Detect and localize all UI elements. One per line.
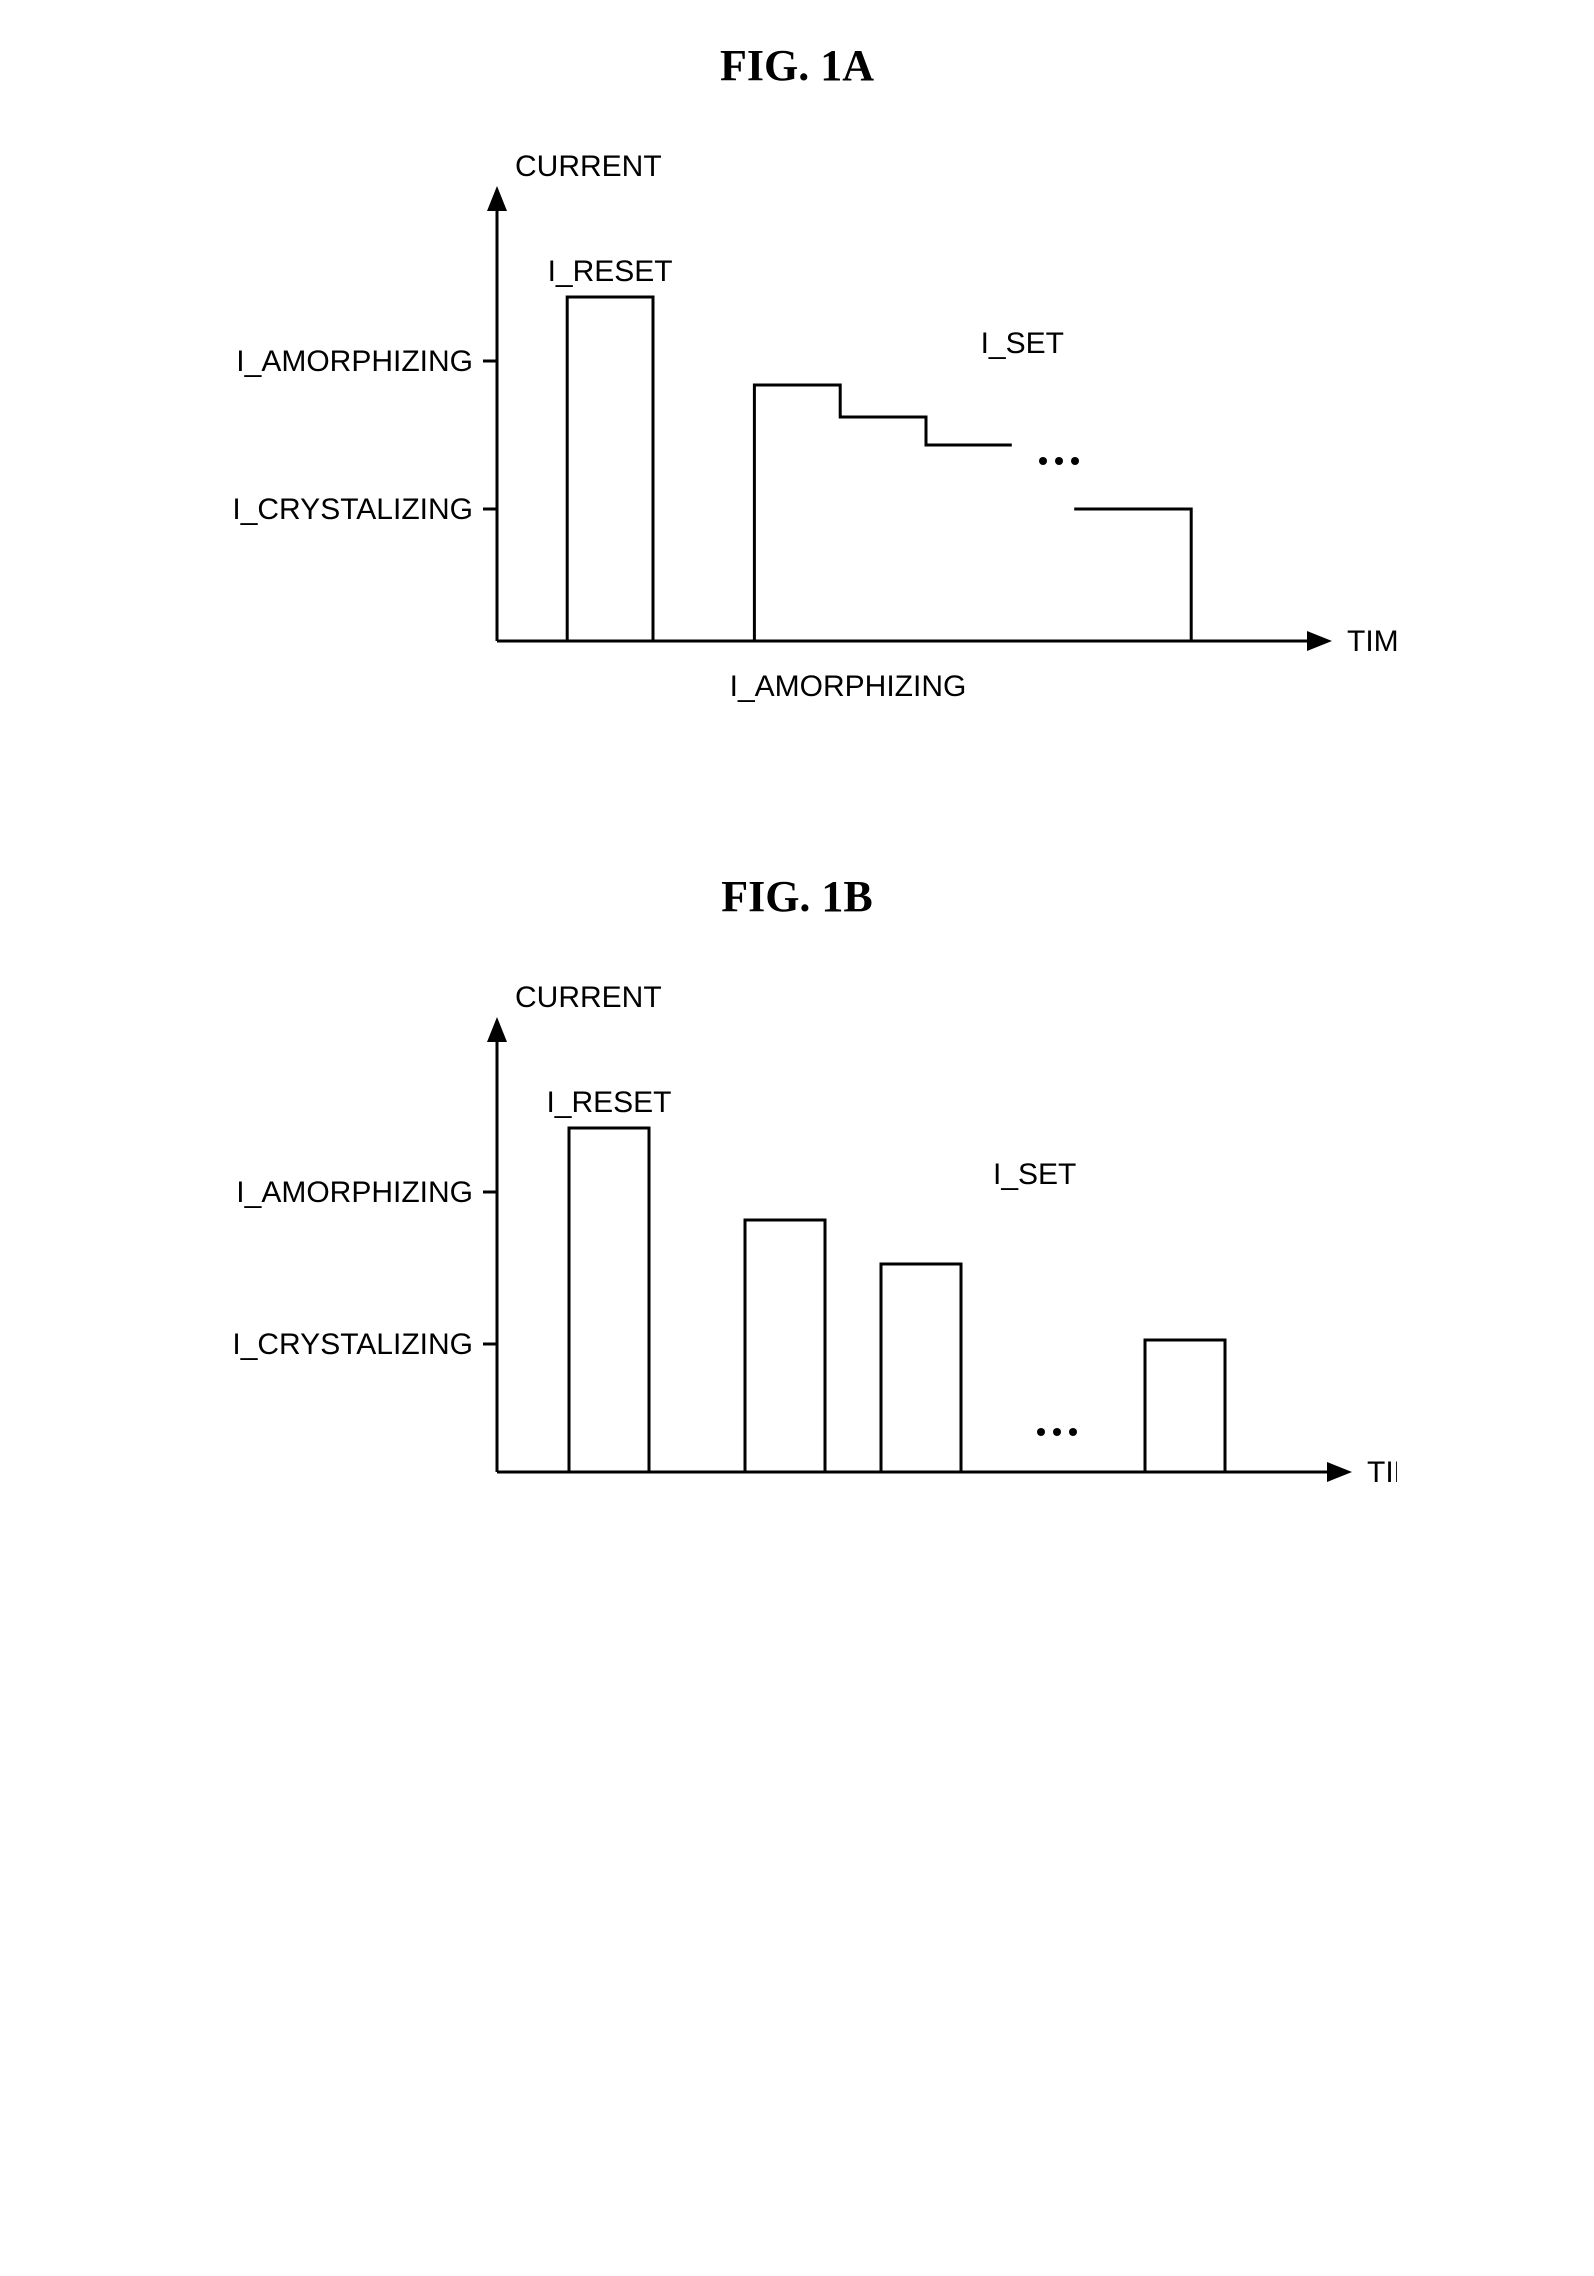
set-staircase-tail bbox=[1074, 509, 1191, 641]
set-pulse bbox=[881, 1264, 961, 1472]
y-tick-label: I_CRYSTALIZING bbox=[232, 1328, 473, 1361]
y-tick-label: I_AMORPHIZING bbox=[236, 1176, 473, 1209]
figure-1a-chart: CURRENT TIME I_AMORPHIZING I_CRYSTALIZING I_… bbox=[197, 151, 1397, 731]
ellipsis-dot bbox=[1039, 457, 1047, 465]
figure-1a-title: FIG. 1A bbox=[0, 40, 1594, 91]
x-axis-arrow bbox=[1327, 1462, 1352, 1482]
ellipsis-dot bbox=[1071, 457, 1079, 465]
y-tick-label: I_CRYSTALIZING bbox=[232, 493, 473, 526]
reset-label: I_RESET bbox=[546, 1086, 671, 1119]
set-pulse bbox=[1145, 1340, 1225, 1472]
y-axis-arrow bbox=[487, 1017, 507, 1042]
y-axis-arrow bbox=[487, 186, 507, 211]
set-pulse bbox=[745, 1220, 825, 1472]
set-label: I_SET bbox=[981, 327, 1064, 360]
x-axis-label: TIME bbox=[1347, 625, 1397, 658]
x-axis-arrow bbox=[1307, 631, 1332, 651]
set-label: I_SET bbox=[993, 1158, 1076, 1191]
x-axis-label: TIME bbox=[1367, 1456, 1397, 1489]
figure-1b-chart: CURRENT TIME I_AMORPHIZING I_CRYSTALIZING I_… bbox=[197, 982, 1397, 1562]
figure-1b-title: FIG. 1B bbox=[0, 871, 1594, 922]
fig1b-svg: CURRENT TIME I_AMORPHIZING I_CRYSTALIZING I_… bbox=[197, 982, 1397, 1542]
reset-pulse bbox=[569, 1128, 649, 1472]
reset-label: I_RESET bbox=[548, 255, 673, 288]
fig1a-svg: CURRENT TIME I_AMORPHIZING I_CRYSTALIZING I_… bbox=[197, 151, 1397, 771]
below-x-label: I_AMORPHIZING bbox=[730, 670, 967, 703]
ellipsis-dot bbox=[1069, 1428, 1077, 1436]
y-axis-label: CURRENT bbox=[515, 982, 662, 1014]
y-tick-label: I_AMORPHIZING bbox=[236, 345, 473, 378]
set-staircase bbox=[754, 385, 1011, 641]
ellipsis-dot bbox=[1055, 457, 1063, 465]
reset-pulse bbox=[567, 297, 653, 641]
y-axis-label: CURRENT bbox=[515, 151, 662, 183]
ellipsis-dot bbox=[1053, 1428, 1061, 1436]
ellipsis-dot bbox=[1037, 1428, 1045, 1436]
